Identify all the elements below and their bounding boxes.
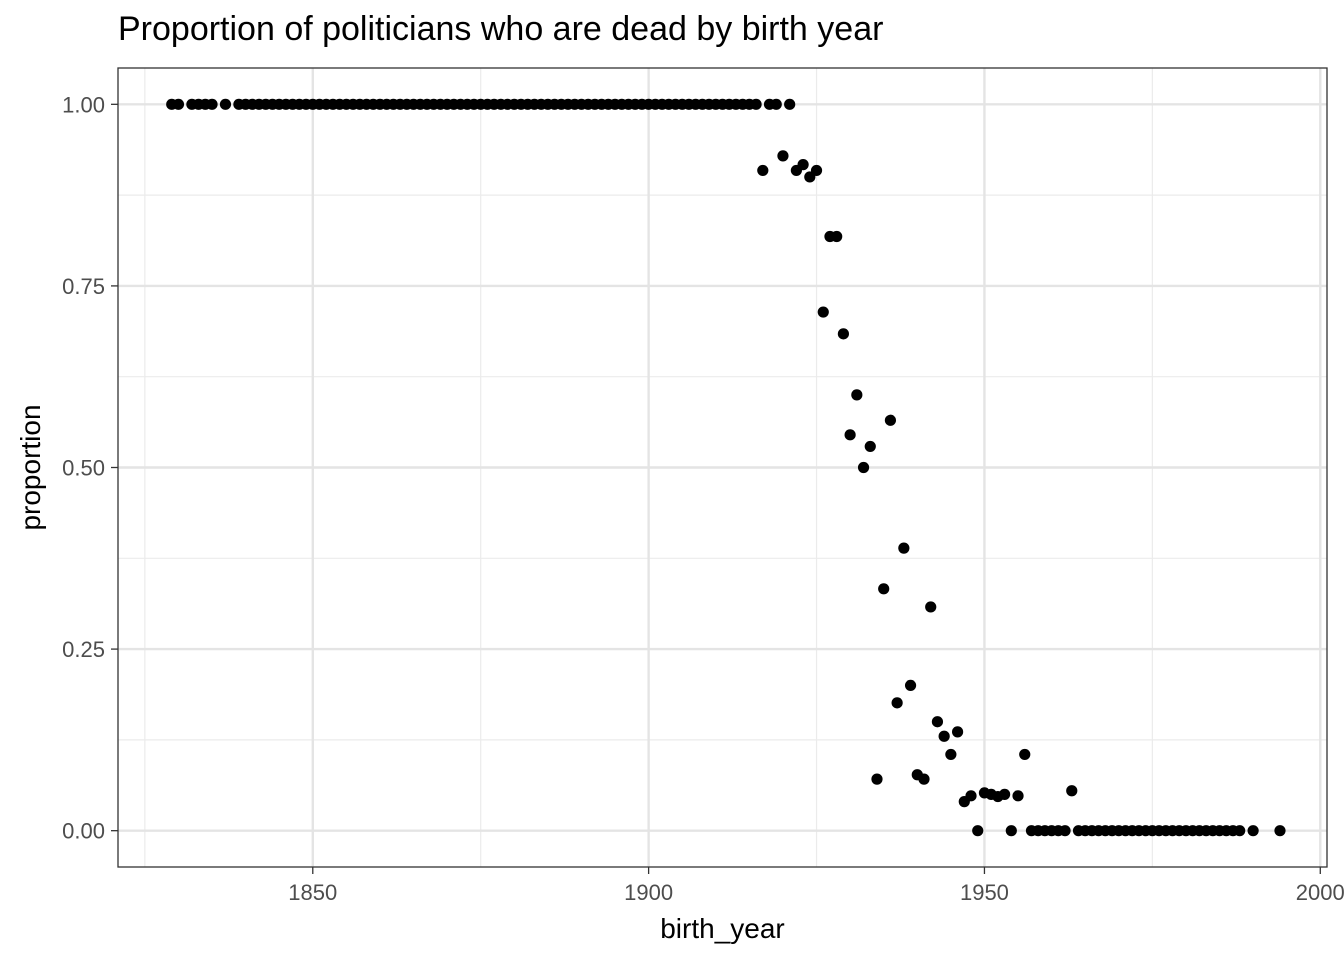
data-points	[166, 98, 1286, 837]
data-point	[891, 697, 903, 709]
x-tick-label: 1900	[624, 880, 673, 905]
y-tick-label: 0.50	[62, 456, 105, 481]
data-point	[1066, 785, 1078, 797]
data-point	[857, 461, 870, 474]
data-point	[925, 601, 937, 613]
x-tick-label: 2000	[1296, 880, 1344, 905]
data-point	[844, 429, 856, 441]
data-point	[1012, 790, 1024, 802]
data-point	[1005, 825, 1017, 837]
data-point	[770, 98, 782, 110]
y-tick-label: 0.75	[62, 274, 105, 299]
x-axis-label: birth_year	[660, 913, 785, 944]
y-axis: 0.00 0.25 0.50 0.75 1.00	[62, 92, 118, 844]
data-point	[1059, 825, 1071, 837]
data-point	[972, 825, 984, 837]
data-point	[810, 164, 823, 177]
data-point	[965, 790, 977, 802]
data-point	[999, 788, 1011, 800]
data-point	[817, 306, 829, 318]
data-point	[1234, 825, 1246, 837]
data-point	[884, 414, 897, 426]
y-tick-label: 1.00	[62, 92, 105, 117]
data-point	[831, 230, 843, 243]
data-point	[1019, 748, 1031, 761]
data-point	[871, 773, 883, 785]
x-tick-label: 1850	[288, 880, 337, 905]
data-point	[898, 542, 910, 554]
data-point	[206, 98, 218, 110]
data-point	[172, 98, 185, 110]
data-point	[1247, 825, 1259, 837]
x-axis: 1850 1900 1950 2000	[288, 867, 1344, 905]
y-axis-label: proportion	[15, 404, 46, 530]
x-tick-label: 1950	[960, 880, 1009, 905]
data-point	[837, 328, 850, 340]
data-point	[777, 150, 789, 162]
data-point	[219, 98, 232, 110]
data-point	[931, 716, 944, 728]
data-point	[878, 583, 890, 595]
chart-title: Proportion of politicians who are dead b…	[118, 10, 884, 48]
major-gridlines	[118, 68, 1327, 867]
data-point	[904, 679, 917, 692]
data-point	[918, 773, 930, 785]
data-point	[784, 98, 796, 110]
data-point	[851, 389, 863, 401]
data-point	[757, 164, 769, 177]
data-point	[750, 98, 762, 110]
data-point	[951, 726, 964, 738]
data-point	[864, 440, 876, 453]
data-point	[1274, 825, 1286, 837]
y-tick-label: 0.00	[62, 819, 105, 844]
y-tick-label: 0.25	[62, 637, 105, 662]
data-point	[938, 730, 950, 742]
data-point	[945, 748, 957, 761]
data-point	[797, 159, 809, 171]
